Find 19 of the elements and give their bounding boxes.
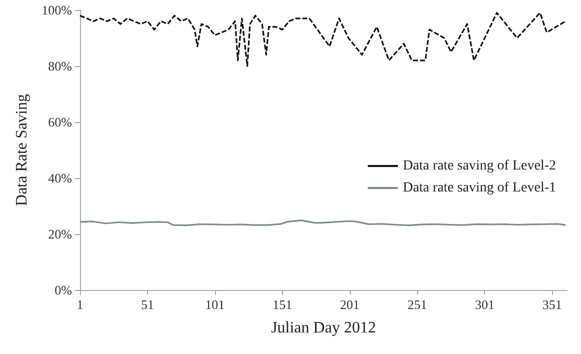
x-tick-label: 201 [340,297,360,312]
y-tick-label: 20% [48,226,72,242]
y-tick-label: 60% [48,114,72,130]
x-tick-label: 351 [542,297,562,312]
legend-label: Data rate saving of Level-1 [402,180,556,196]
y-axis-title: Data Rate Saving [14,94,30,206]
x-tick-label: 1 [76,297,84,312]
y-tick-label: 100% [42,2,72,18]
x-tick-label: 101 [205,297,225,312]
x-tick-label: 51 [140,297,154,312]
x-tick-label: 251 [408,297,428,312]
x-tick-label: 151 [272,297,292,312]
x-tick-label: 301 [474,297,494,312]
legend-label: Data rate saving of Level-2 [402,158,556,174]
y-tick-label: 0% [54,282,72,298]
x-axis-title: Julian Day 2012 [271,320,376,336]
y-tick-label: 80% [48,58,72,74]
y-tick-label: 40% [48,170,72,186]
line-series [79,12,566,67]
